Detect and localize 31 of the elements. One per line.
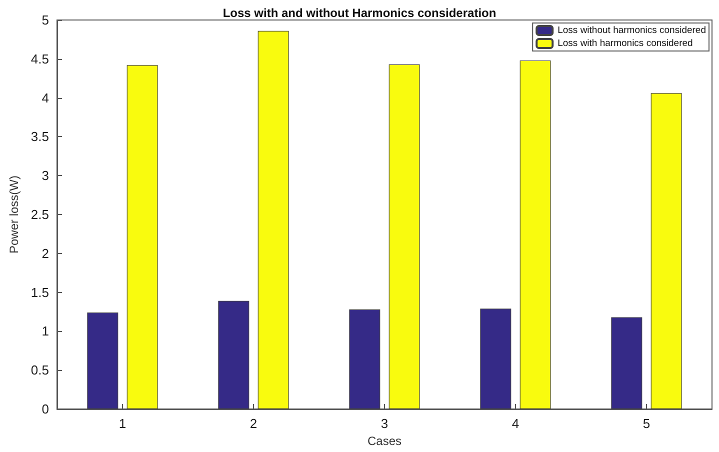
y-tick-label: 5 — [42, 12, 49, 28]
bar — [520, 60, 551, 409]
bar — [349, 309, 380, 409]
legend-label: Loss with harmonics considered — [558, 38, 693, 49]
y-tick-label: 2 — [42, 246, 49, 261]
y-tick-label: 3.5 — [30, 129, 49, 144]
y-tick-label: 2.5 — [30, 207, 49, 222]
bar — [388, 64, 420, 409]
y-axis-title: Power loss(W) — [7, 175, 22, 254]
x-axis-title: Cases — [367, 434, 402, 448]
bar — [218, 300, 250, 409]
bar — [480, 308, 512, 409]
y-tick-label: 1.5 — [30, 284, 49, 300]
chart-title: Loss with and without Harmonics consideration — [222, 6, 496, 20]
bar — [87, 312, 118, 409]
y-tick-label: 0 — [42, 402, 49, 416]
x-tick-label: 4 — [512, 416, 520, 431]
x-tick-label: 1 — [118, 416, 126, 431]
x-tick-label: 2 — [250, 416, 258, 431]
y-tick-label: 3 — [42, 168, 49, 184]
y-tick-label: 0.5 — [30, 362, 49, 378]
y-tick-label: 1 — [42, 324, 49, 339]
bar — [258, 30, 289, 409]
bar — [126, 65, 158, 409]
y-tick-label: 4.5 — [30, 51, 49, 66]
y-tick-label: 4 — [42, 90, 49, 106]
x-tick-label: 3 — [380, 416, 388, 431]
bar — [611, 317, 642, 409]
x-tick-label: 5 — [642, 416, 650, 431]
legend-label: Loss without harmonics considered — [558, 25, 706, 36]
bar — [650, 93, 682, 409]
